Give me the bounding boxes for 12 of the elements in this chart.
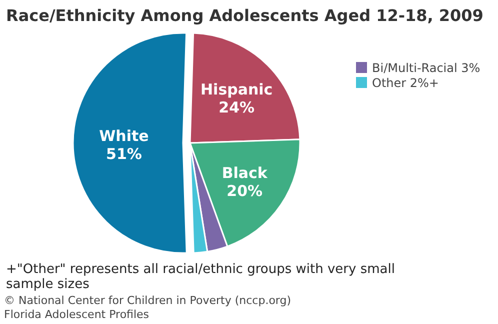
legend-label: Other 2%+ bbox=[372, 76, 439, 90]
data-label: 51% bbox=[106, 145, 142, 164]
slice-label: White bbox=[99, 127, 149, 146]
chart-title: Race/Ethnicity Among Adolescents Aged 12-18, 2009 bbox=[6, 6, 484, 25]
slice-label: Hispanic bbox=[200, 80, 273, 98]
text: +"Other" represents all racial/ethnic groups with very small sample sizes bbox=[6, 262, 395, 292]
text: © National Center for Children in Poverty (nccp.org) bbox=[4, 294, 292, 307]
slice-label: Black bbox=[222, 164, 268, 182]
text: Florida Adolescent Profiles bbox=[4, 308, 150, 321]
data-label: 20% bbox=[226, 182, 263, 200]
legend-label: Bi/Multi-Racial 3% bbox=[372, 61, 480, 75]
data-label: 24% bbox=[218, 98, 255, 116]
